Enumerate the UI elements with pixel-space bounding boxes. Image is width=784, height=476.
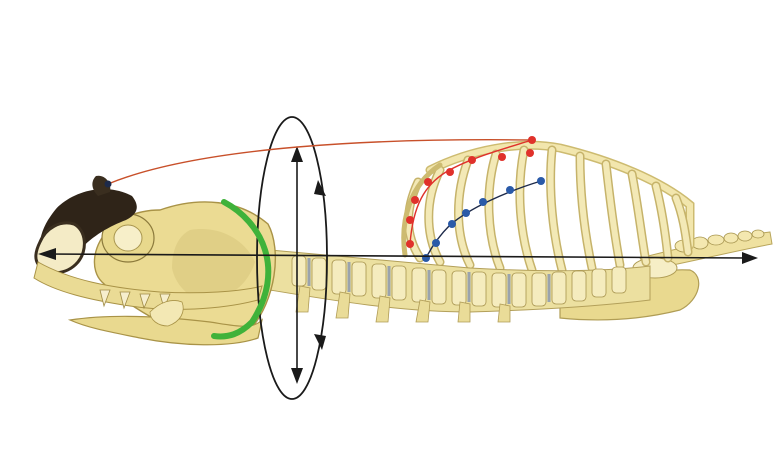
skull [33, 175, 277, 346]
vertebral-column [269, 249, 651, 323]
rotation-loop-icon [256, 116, 328, 400]
tail-vertebrae [639, 229, 773, 271]
green-arc [211, 199, 272, 340]
arc-origin-point [104, 180, 112, 188]
vertical-double-arrow-icon [291, 146, 303, 384]
red-marker-curve [406, 136, 536, 248]
rotation-arrowhead-top-icon [314, 180, 326, 196]
horizontal-axis-arrow-icon [38, 248, 758, 264]
rotation-arrowhead-bottom-icon [314, 334, 326, 350]
rib-cage [401, 140, 695, 275]
red-arc-line [107, 139, 533, 185]
